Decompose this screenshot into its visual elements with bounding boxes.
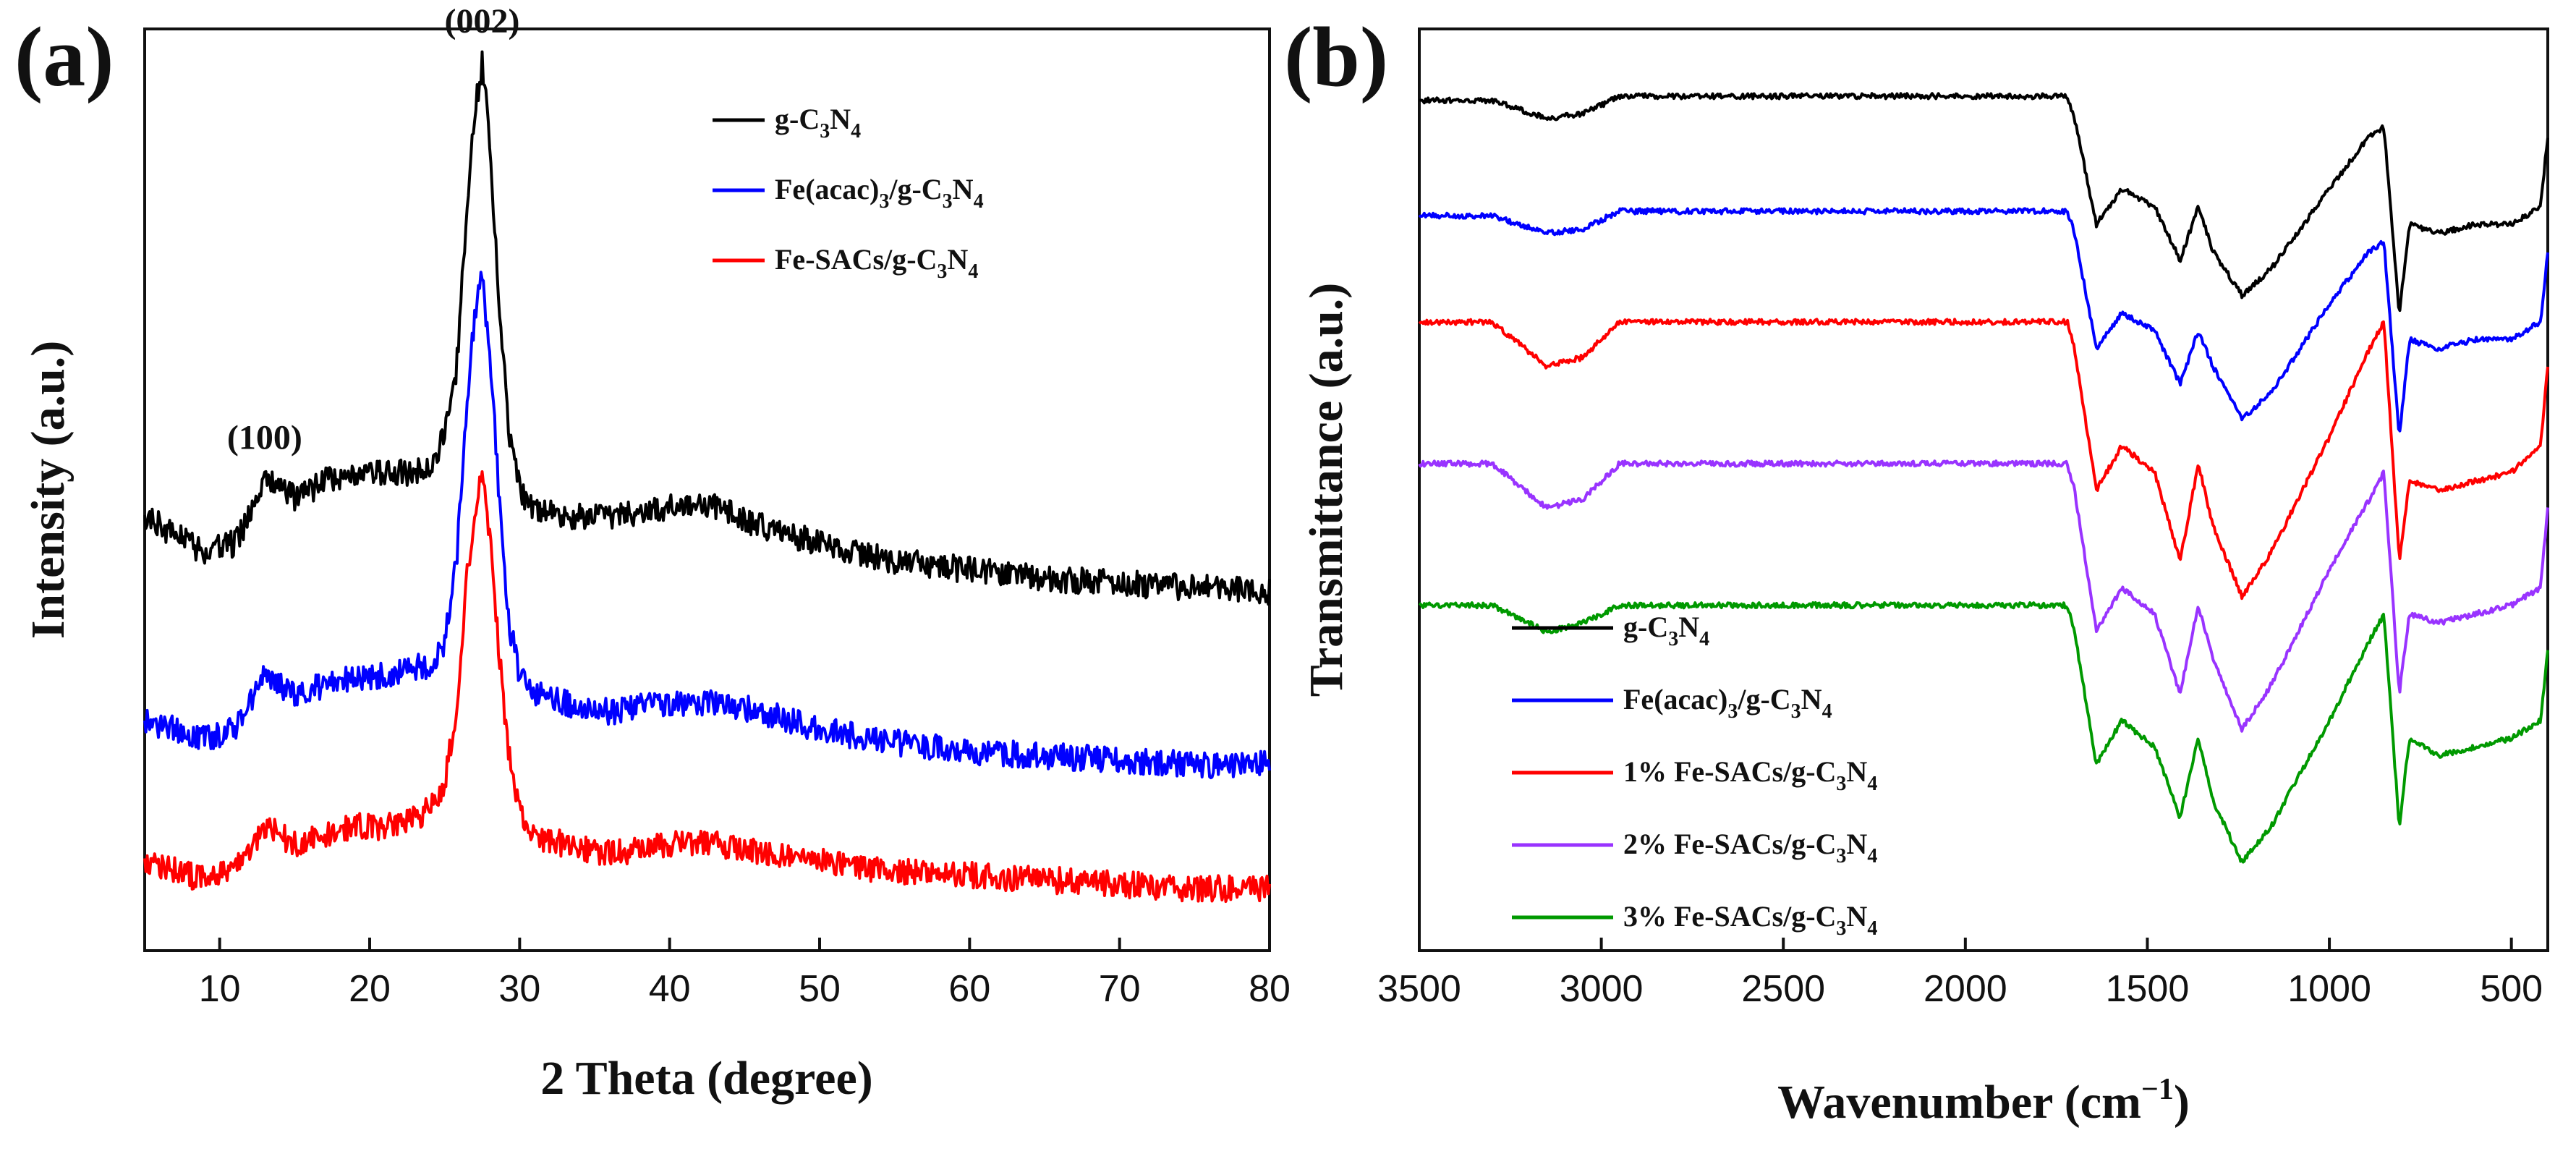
panel-b-ftir: (b) 3500 3000 2500 2000 1500 1000 500 g-C3N4 Fe… xyxy=(1284,9,2549,1129)
legend-item: g-C3N4 xyxy=(1512,611,1709,650)
peak-annotation: (100) xyxy=(227,418,302,457)
legend-label: 2% Fe-SACs/g-C3N4 xyxy=(1623,828,1877,867)
legend-item: 2% Fe-SACs/g-C3N4 xyxy=(1512,828,1877,867)
legend-label: 3% Fe-SACs/g-C3N4 xyxy=(1623,900,1877,940)
panel-a-x-axis-title: 2 Theta (degree) xyxy=(540,1052,872,1105)
x-tick-label: 2500 xyxy=(1741,968,1825,1010)
panel-a-series xyxy=(143,50,1271,904)
panel-a-label: (a) xyxy=(14,9,114,104)
panel-b-x-axis-title: Wavenumber (cm−1) xyxy=(1777,1073,2190,1129)
peak-annotation: (002) xyxy=(445,2,520,41)
panel-a-annotations: (100) (002) xyxy=(227,2,520,457)
series-line-3 xyxy=(1418,318,2549,600)
legend-label: Fe-SACs/g-C3N4 xyxy=(775,243,978,283)
panel-a-xrd: (a) 10 20 30 40 50 60 70 80 (100) (002) g-C3N4 Fe… xyxy=(14,2,1291,1105)
legend-item: Fe-SACs/g-C3N4 xyxy=(713,243,978,283)
legend-label: g-C3N4 xyxy=(1623,611,1709,650)
panel-b-x-ticks: 3500 3000 2500 2000 1500 1000 500 xyxy=(1377,938,2543,1010)
legend-item: g-C3N4 xyxy=(713,103,861,143)
x-tick-label: 30 xyxy=(498,968,540,1010)
legend-item: 3% Fe-SACs/g-C3N4 xyxy=(1512,900,1877,940)
x-tick-label: 1000 xyxy=(2287,968,2371,1010)
x-tick-label: 70 xyxy=(1099,968,1141,1010)
panel-a-y-axis-title: Intensity (a.u.) xyxy=(22,341,75,640)
legend-label: 1% Fe-SACs/g-C3N4 xyxy=(1623,755,1877,795)
x-tick-label: 3500 xyxy=(1377,968,1461,1010)
x-tick-label: 3000 xyxy=(1560,968,1644,1010)
x-tick-label: 10 xyxy=(199,968,241,1010)
legend-item: 1% Fe-SACs/g-C3N4 xyxy=(1512,755,1877,795)
series-line-5 xyxy=(1418,601,2549,864)
x-tick-label: 1500 xyxy=(2106,968,2190,1010)
series-line-4 xyxy=(1418,459,2549,733)
panel-b-y-axis-title: Transmittance (a.u.) xyxy=(1300,283,1353,697)
panel-a-plot-frame xyxy=(143,27,1271,952)
x-tick-label: 20 xyxy=(349,968,391,1010)
panel-b-plot-frame xyxy=(1418,27,2549,952)
legend-label: g-C3N4 xyxy=(775,103,861,143)
series-line-2 xyxy=(1418,207,2549,433)
panel-b-series xyxy=(1418,92,2549,864)
panel-a-legend: g-C3N4 Fe(acac)3/g-C3N4 Fe-SACs/g-C3N4 xyxy=(713,103,984,283)
x-tick-label: 80 xyxy=(1249,968,1291,1010)
legend-item: Fe(acac)3/g-C3N4 xyxy=(1512,683,1832,723)
x-tick-label: 2000 xyxy=(1924,968,2007,1010)
series-line-1 xyxy=(1419,92,2549,313)
series-line-2 xyxy=(143,271,1271,780)
x-tick-label: 60 xyxy=(948,968,990,1010)
panel-b-legend: g-C3N4 Fe(acac)3/g-C3N4 1% Fe-SACs/g-C3N4 2… xyxy=(1512,611,1877,940)
legend-item: Fe(acac)3/g-C3N4 xyxy=(713,173,984,213)
x-tick-label: 500 xyxy=(2480,968,2543,1010)
legend-label: Fe(acac)3/g-C3N4 xyxy=(1623,683,1832,723)
panel-b-label: (b) xyxy=(1284,9,1388,104)
legend-label: Fe(acac)3/g-C3N4 xyxy=(775,173,984,213)
x-tick-label: 50 xyxy=(799,968,841,1010)
panel-a-x-ticks: 10 20 30 40 50 60 70 80 xyxy=(199,938,1291,1010)
series-line-1 xyxy=(143,50,1271,606)
x-tick-label: 40 xyxy=(649,968,691,1010)
series-line-3 xyxy=(143,470,1271,904)
